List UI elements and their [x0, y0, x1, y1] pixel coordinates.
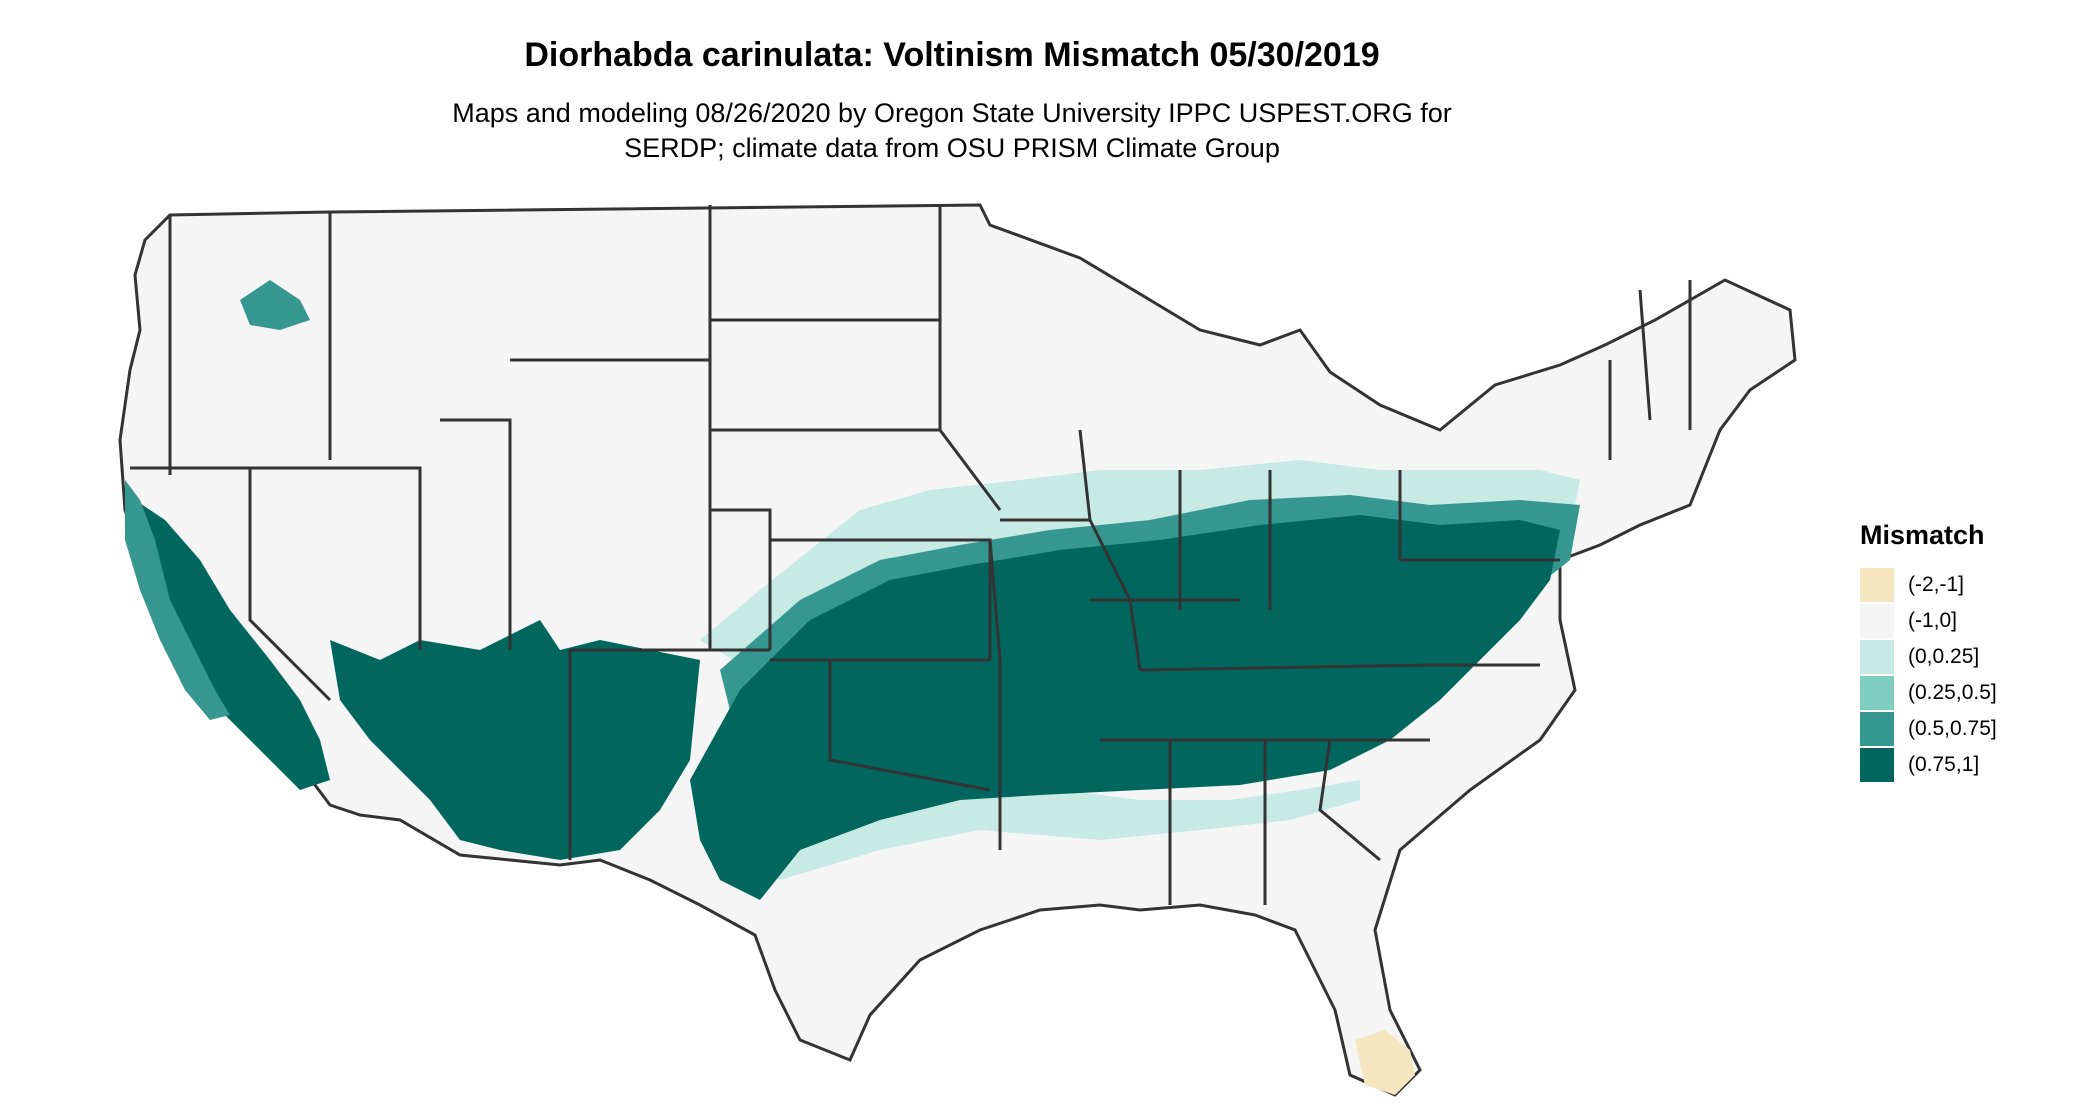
zone-075-1	[690, 515, 1560, 900]
us-mismatch-map	[118, 203, 1797, 1097]
legend-swatch	[1860, 640, 1894, 674]
subtitle-line-2: SERDP; climate data from OSU PRISM Clima…	[624, 133, 1280, 163]
legend-title: Mismatch	[1860, 520, 1985, 550]
legend-swatch	[1860, 748, 1894, 782]
zone-california-edge	[125, 480, 230, 720]
state-borders	[130, 205, 1692, 905]
zone-california	[135, 500, 330, 790]
zone-washington	[240, 280, 310, 330]
legend-label: (0.5,0.75]	[1908, 717, 1997, 740]
legend-swatch	[1860, 568, 1894, 602]
legend-swatch	[1860, 604, 1894, 638]
map-title: Diorhabda carinulata: Voltinism Mismatch…	[524, 36, 1380, 74]
legend-label: (0,0.25]	[1908, 645, 1980, 668]
subtitle-line-1: Maps and modeling 08/26/2020 by Oregon S…	[452, 98, 1452, 128]
legend-item: (0.5,0.75]	[1860, 711, 1997, 747]
legend-label: (0.75,1]	[1908, 753, 1980, 776]
legend-item: (0,0.25]	[1860, 639, 1997, 675]
legend-swatch	[1860, 712, 1894, 746]
legend-item: (-1,0]	[1860, 603, 1997, 639]
legend-label: (0.25,0.5]	[1908, 681, 1997, 704]
legend-item: (-2,-1]	[1860, 567, 1997, 603]
legend-swatch	[1860, 676, 1894, 710]
legend: Mismatch (-2,-1] (-1,0] (0,0.25] (0.25,0.5]…	[1860, 520, 1997, 783]
zone-southwest	[330, 620, 700, 860]
mismatch-zones	[125, 280, 1580, 1095]
legend-label: (-1,0]	[1908, 609, 1958, 632]
legend-items: (-2,-1] (-1,0] (0,0.25] (0.25,0.5] (0.5,0.75…	[1860, 567, 1997, 783]
map-subtitle: Maps and modeling 08/26/2020 by Oregon S…	[0, 96, 1904, 166]
legend-item: (0.75,1]	[1860, 747, 1997, 783]
zone-florida-tip	[1355, 1030, 1415, 1095]
legend-label: (-2,-1]	[1908, 573, 1965, 596]
legend-item: (0.25,0.5]	[1860, 675, 1997, 711]
